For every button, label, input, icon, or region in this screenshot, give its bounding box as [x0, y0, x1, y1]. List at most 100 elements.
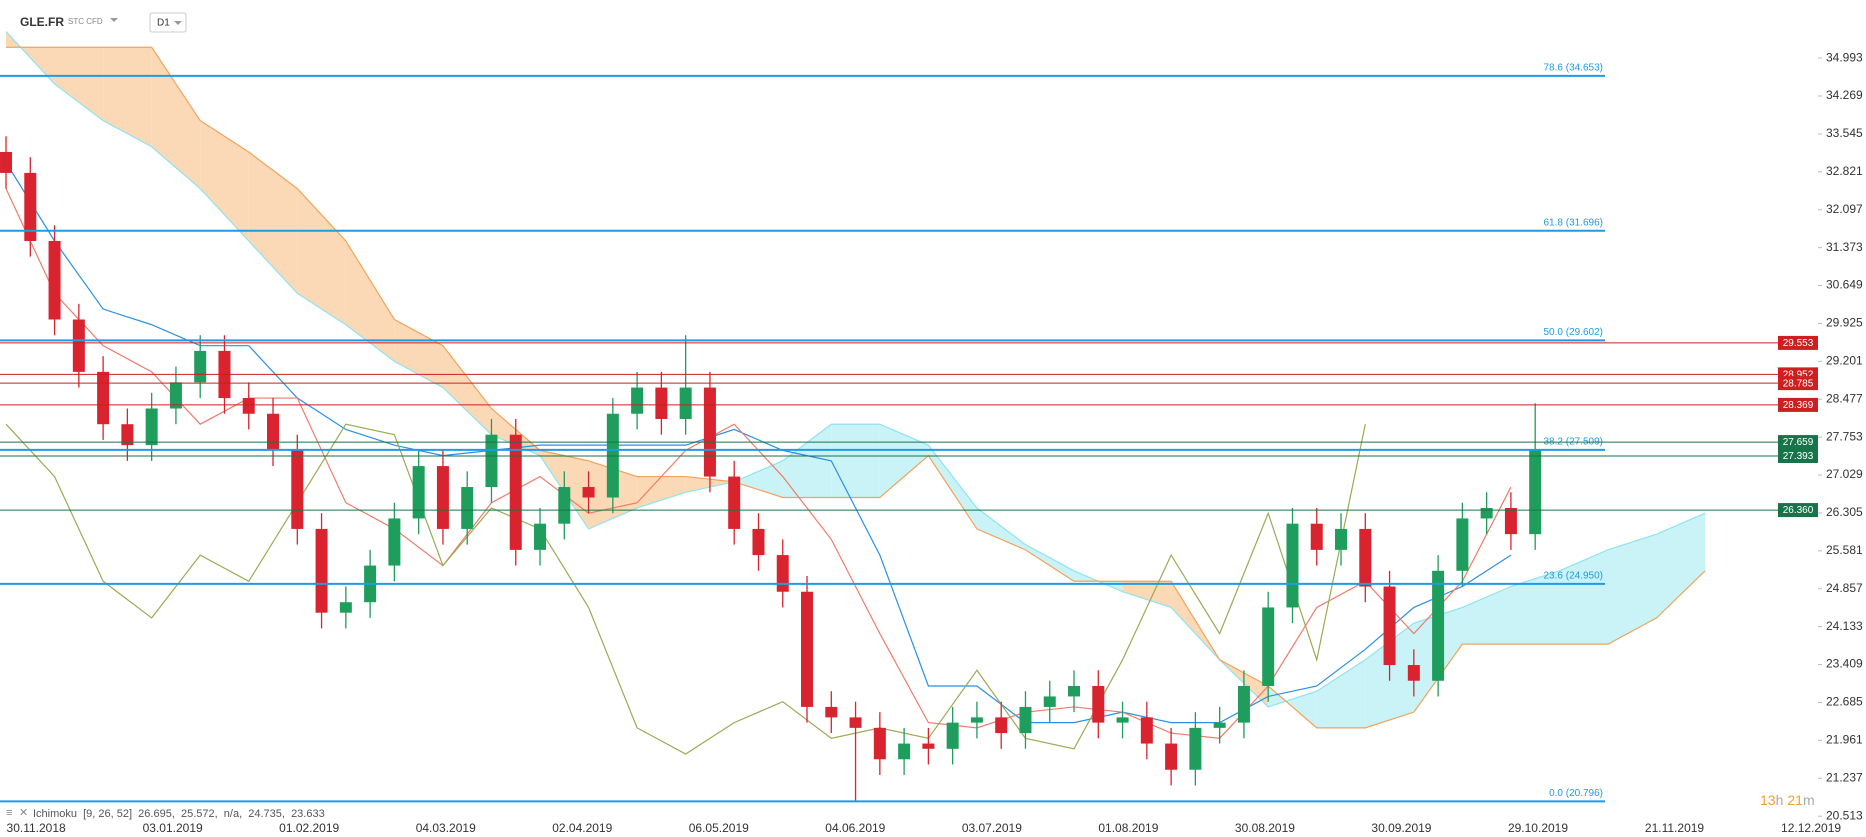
timeframe[interactable]: D1	[157, 18, 170, 29]
indicator-label: Ichimoku [9, 26, 52] 26.695, 25.572, n/a…	[33, 808, 325, 820]
cloud-segment	[1025, 544, 1075, 582]
candle-body	[388, 518, 401, 566]
countdown-hours: 13	[1760, 792, 1776, 808]
x-tick-label: 12.12.2019	[1781, 821, 1841, 835]
y-tick-label: 26.305	[1826, 505, 1863, 519]
candle-body	[24, 172, 37, 241]
candle-body	[485, 434, 498, 488]
candle-body	[801, 591, 814, 707]
x-tick-label: 03.07.2019	[962, 821, 1022, 835]
candle-body	[145, 408, 158, 446]
y-tick-label: 28.477	[1826, 391, 1863, 405]
candle-body	[169, 382, 182, 409]
candle-body	[703, 387, 716, 477]
countdown-minutes: 21	[1787, 792, 1803, 808]
x-tick-label: 01.02.2019	[279, 821, 339, 835]
candle-body	[1140, 717, 1153, 744]
cloud-segment	[1122, 581, 1172, 608]
symbol[interactable]: GLE.FR	[20, 15, 64, 29]
x-tick-label: 04.03.2019	[416, 821, 476, 835]
candle-body	[898, 743, 911, 760]
cloud-segment	[248, 151, 298, 294]
candle-body	[1019, 706, 1032, 734]
cloud-segment	[1608, 534, 1657, 645]
price-tag-label: 27.659	[1783, 437, 1814, 448]
x-tick-label: 06.05.2019	[689, 821, 749, 835]
price-tag-label: 29.553	[1783, 338, 1814, 349]
cloud-segment	[200, 120, 249, 241]
y-tick-label: 32.821	[1826, 164, 1863, 178]
candle-body	[946, 722, 959, 749]
cloud-segment	[976, 507, 1026, 550]
x-tick-label: 30.11.2018	[7, 821, 66, 835]
candle-body	[728, 476, 741, 529]
cloud-segment	[637, 476, 686, 508]
cloud-segment	[442, 345, 492, 435]
candle-body	[995, 717, 1008, 734]
candle-body	[970, 717, 983, 723]
candle-body	[509, 434, 522, 550]
y-tick-label: 27.753	[1826, 429, 1863, 443]
candle-body	[72, 319, 85, 372]
price-tag	[1778, 335, 1818, 350]
candle-body	[315, 528, 328, 613]
y-tick-label: 24.133	[1826, 619, 1863, 633]
indicator-remove-icon[interactable]: ✕	[19, 807, 28, 819]
candle-body	[48, 240, 61, 320]
candle-body	[1504, 507, 1517, 535]
cloud-segment	[297, 188, 346, 325]
timeframe-select[interactable]	[149, 12, 187, 33]
candle-body	[1165, 743, 1178, 770]
y-tick-label: 20.513	[1826, 808, 1863, 822]
timeframe-arrow	[174, 21, 182, 25]
candle-body	[1407, 665, 1420, 681]
y-tick-label: 29.925	[1826, 316, 1863, 330]
candle-body	[1359, 528, 1372, 587]
candle-body	[97, 371, 110, 425]
x-tick-label: 29.10.2019	[1508, 821, 1568, 835]
fib-label: 0.0 (20.796)	[1549, 788, 1603, 799]
span-a-line	[5, 31, 1706, 708]
candle-body	[1068, 685, 1081, 697]
candle-body	[121, 424, 134, 446]
candle-body	[752, 528, 765, 556]
x-tick-label: 02.04.2019	[552, 821, 612, 835]
candle-body	[1480, 507, 1493, 519]
indicator-settings-icon[interactable]: ≡	[6, 807, 12, 819]
candle-body	[1286, 523, 1299, 608]
price-tag-label: 28.952	[1783, 370, 1814, 381]
y-tick-label: 31.373	[1826, 240, 1863, 254]
candle-body	[825, 706, 838, 718]
cloud-segment	[151, 47, 201, 189]
candle-body	[1310, 523, 1323, 550]
levels-layer: 78.6 (34.653)61.8 (31.696)50.0 (29.602)3…	[0, 63, 1818, 803]
candles-layer	[0, 136, 1542, 802]
candle-body	[776, 555, 789, 592]
y-tick-label: 23.409	[1826, 657, 1863, 671]
candle-body	[1213, 722, 1226, 728]
candle-body	[339, 602, 352, 613]
axis-layer: 34.993 34.269 33.545 32.821 32.097 31.373 30.6…	[7, 50, 1863, 835]
cloud-segment	[1462, 586, 1511, 645]
cloud-segment	[1559, 549, 1609, 645]
y-tick-label: 32.097	[1826, 202, 1863, 216]
cloud-segment	[1316, 659, 1366, 728]
x-tick-label: 04.06.2019	[825, 821, 885, 835]
cloud-segment	[1656, 513, 1706, 618]
candle-body	[267, 413, 280, 451]
symbol-dropdown[interactable]	[110, 18, 118, 22]
y-tick-label: 21.237	[1826, 770, 1863, 784]
cloud-segment	[928, 445, 977, 529]
y-tick-label: 29.201	[1826, 354, 1863, 368]
candle-body	[1432, 570, 1445, 681]
kijun-line	[5, 162, 1512, 724]
candle-body	[436, 466, 449, 529]
price-tag	[1778, 435, 1818, 450]
candle-body	[1189, 727, 1202, 770]
y-tick-label: 27.029	[1826, 467, 1863, 481]
candle-body	[582, 487, 595, 498]
x-tick-label: 30.08.2019	[1235, 821, 1295, 835]
price-tag	[1778, 503, 1818, 518]
